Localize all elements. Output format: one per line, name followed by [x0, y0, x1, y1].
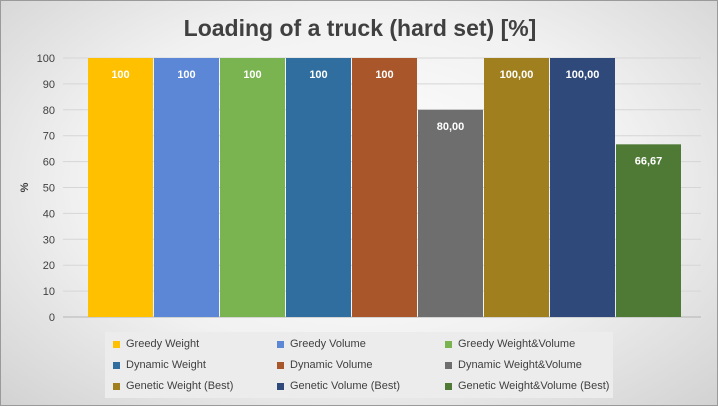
y-tick-label: 30	[43, 234, 55, 246]
legend-item: Genetic Volume (Best)	[277, 376, 400, 396]
legend-swatch	[277, 340, 284, 348]
y-tick-label: 20	[43, 260, 55, 272]
legend-label: Dynamic Weight	[126, 359, 206, 371]
bar	[154, 58, 219, 317]
legend-swatch	[113, 340, 120, 348]
y-tick-label: 60	[43, 157, 55, 169]
legend-swatch	[113, 382, 120, 390]
y-tick-label: 50	[43, 183, 55, 195]
legend-item: Dynamic Weight	[113, 355, 206, 375]
bar	[220, 58, 285, 317]
legend-label: Genetic Weight&Volume (Best)	[458, 380, 610, 392]
legend-label: Greedy Weight	[126, 338, 200, 350]
data-label: 100	[177, 69, 195, 81]
legend-item: Genetic Weight&Volume (Best)	[445, 376, 609, 396]
data-label: 100	[243, 69, 261, 81]
data-label: 100	[309, 69, 327, 81]
y-tick-label: 40	[43, 208, 55, 220]
data-label: 100,00	[566, 69, 600, 81]
chart-title: Loading of a truck (hard set) [%]	[183, 15, 537, 41]
legend-swatch	[277, 382, 284, 390]
data-label: 80,00	[437, 121, 465, 133]
bar	[88, 58, 153, 317]
legend-item: Greedy Volume	[277, 334, 366, 354]
y-axis-label: %	[19, 182, 31, 192]
legend-label: Dynamic Volume	[290, 359, 373, 371]
bar	[484, 58, 549, 317]
legend-label: Greedy Weight&Volume	[458, 338, 576, 350]
bar	[418, 109, 483, 317]
y-tick-label: 10	[43, 286, 55, 298]
data-label: 100	[111, 69, 129, 81]
legend-swatch	[445, 361, 452, 369]
data-label: 100	[375, 69, 393, 81]
y-tick-label: 90	[43, 79, 55, 91]
legend-label: Dynamic Weight&Volume	[458, 359, 582, 371]
bar	[616, 144, 681, 317]
legend-swatch	[445, 382, 452, 390]
legend-label: Greedy Volume	[290, 338, 366, 350]
legend-label: Genetic Volume (Best)	[290, 380, 401, 392]
legend-item: Dynamic Volume	[277, 355, 373, 375]
legend-item: Greedy Weight	[113, 334, 199, 354]
data-label: 100,00	[500, 69, 534, 81]
bar	[286, 58, 351, 317]
legend-swatch	[277, 361, 284, 369]
legend-item: Greedy Weight&Volume	[445, 334, 575, 354]
legend-item: Genetic Weight (Best)	[113, 376, 233, 396]
y-tick-label: 100	[37, 53, 55, 65]
data-label: 66,67	[635, 155, 663, 167]
legend-swatch	[445, 340, 452, 348]
y-tick-label: 70	[43, 131, 55, 143]
y-tick-label: 0	[49, 312, 55, 324]
legend-label: Genetic Weight (Best)	[126, 380, 234, 392]
bar	[550, 58, 615, 317]
legend-swatch	[113, 361, 120, 369]
legend: Greedy Weight Greedy Volume Greedy Weight&…	[105, 332, 613, 398]
legend-item: Dynamic Weight&Volume	[445, 355, 582, 375]
y-tick-label: 80	[43, 105, 55, 117]
bar	[352, 58, 417, 317]
